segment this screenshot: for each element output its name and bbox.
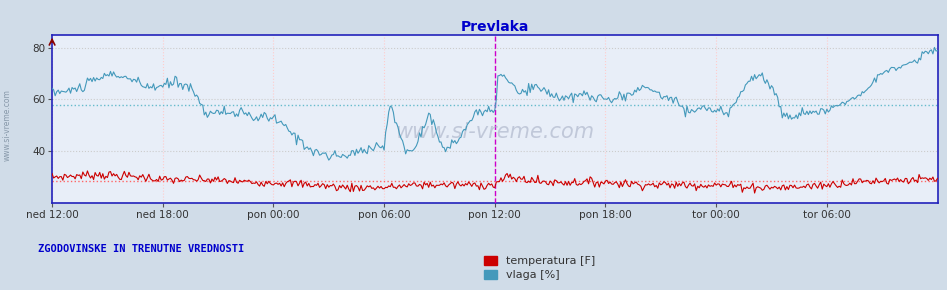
Legend: temperatura [F], vlaga [%]: temperatura [F], vlaga [%]: [479, 251, 600, 284]
Title: Prevlaka: Prevlaka: [460, 20, 529, 34]
Text: www.si-vreme.com: www.si-vreme.com: [3, 89, 12, 161]
Text: www.si-vreme.com: www.si-vreme.com: [395, 122, 595, 142]
Text: ZGODOVINSKE IN TRENUTNE VREDNOSTI: ZGODOVINSKE IN TRENUTNE VREDNOSTI: [38, 244, 244, 253]
